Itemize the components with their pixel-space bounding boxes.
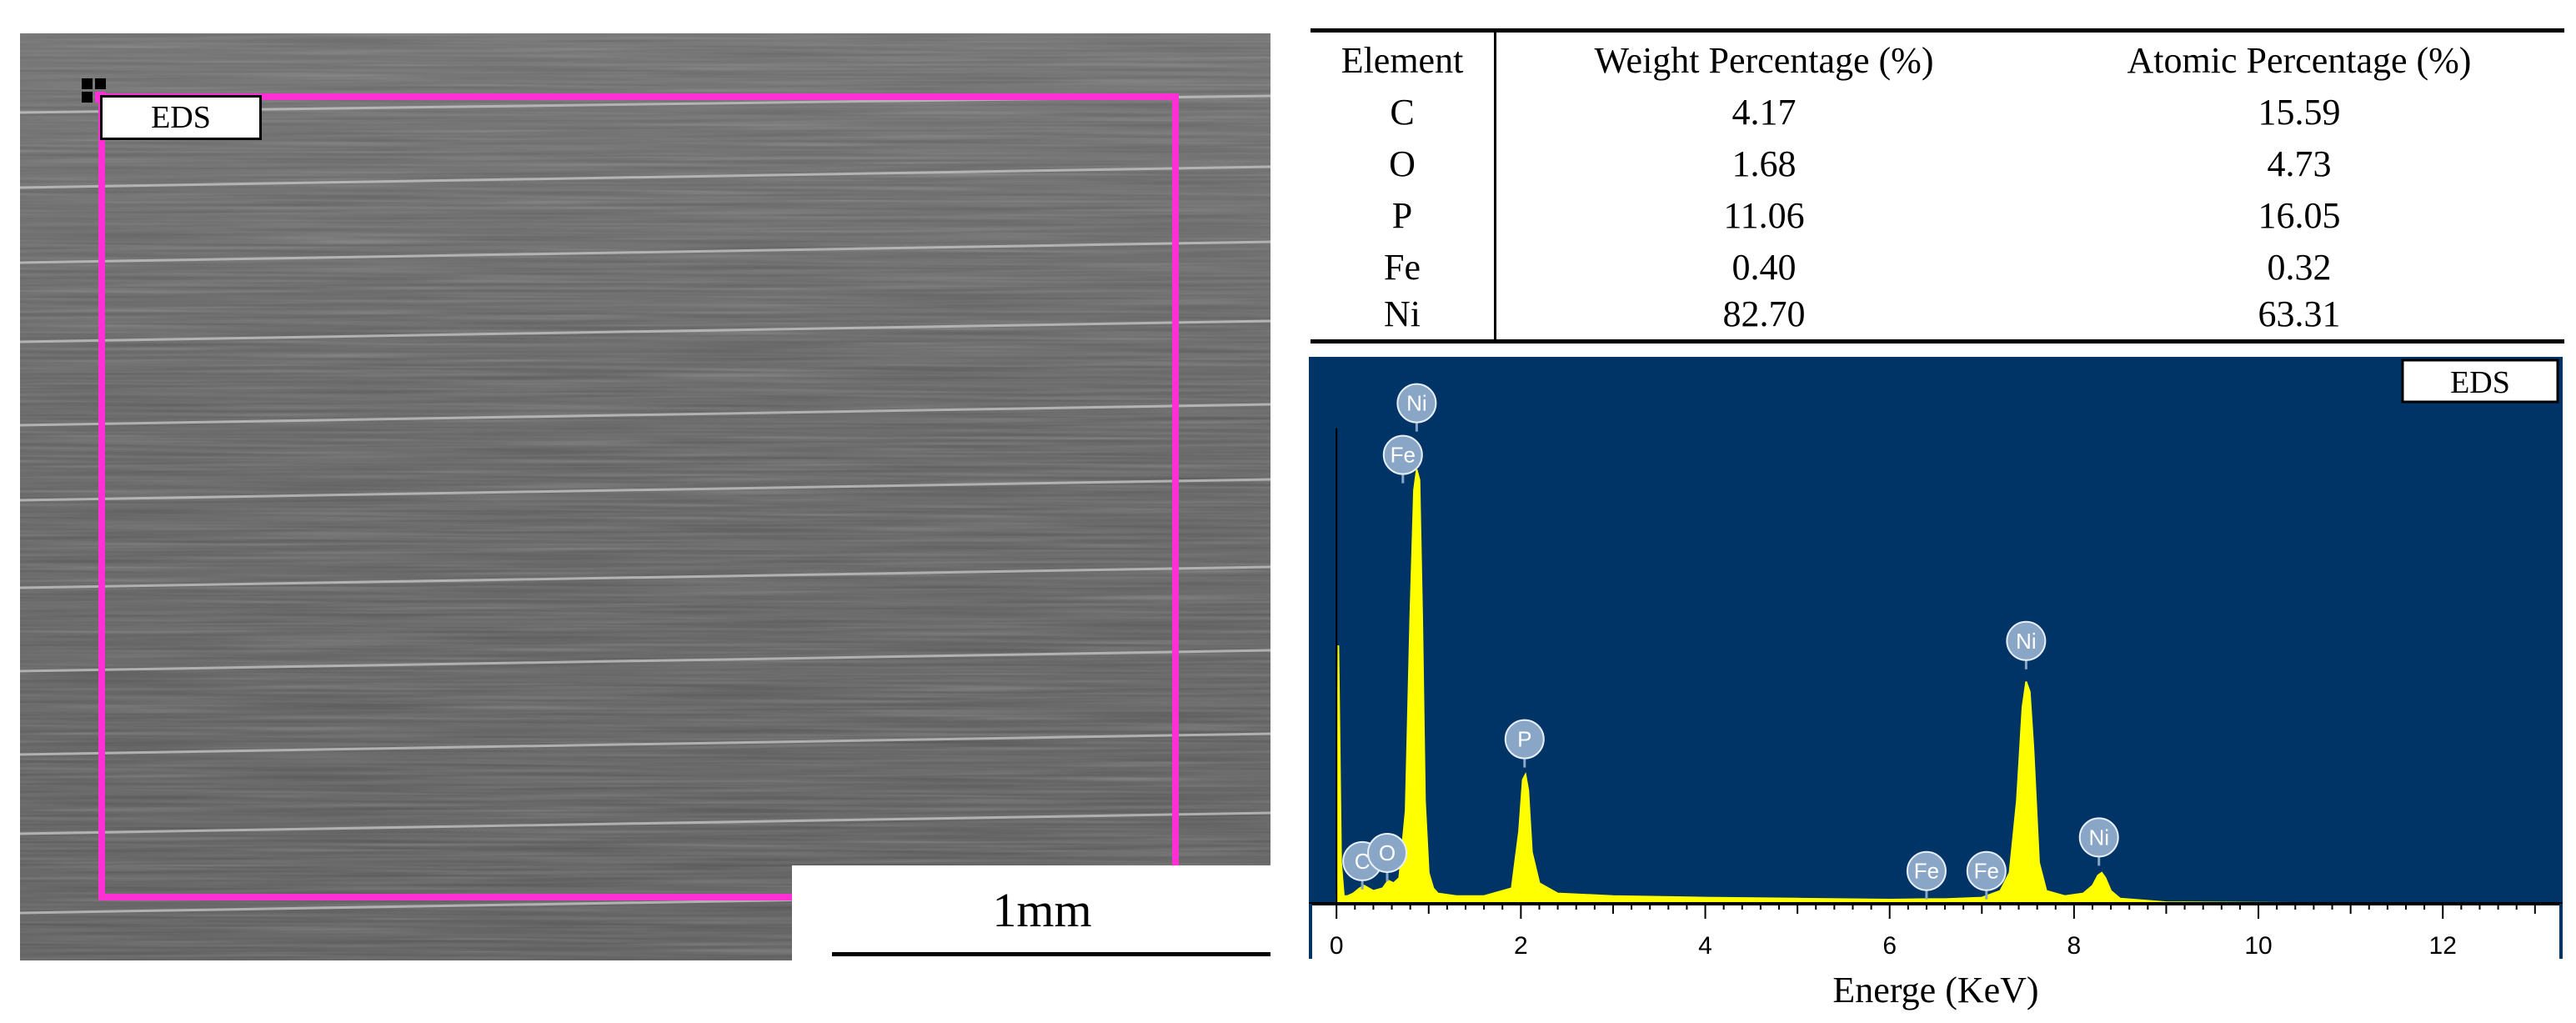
peak-label-badge (1504, 719, 1545, 760)
row-o-weight: 1.68 (1732, 143, 1797, 184)
row-c-atomic: 15.59 (2258, 92, 2341, 133)
spectrum-title-box (2401, 359, 2559, 404)
row-o-element: O (1389, 143, 1416, 184)
composition-table: Element Weight Percentage (%) Atomic Per… (1311, 28, 2564, 344)
row-c-element: C (1390, 92, 1415, 133)
peak-label-text: Fe (1914, 859, 1939, 884)
x-tick-label: 2 (1514, 932, 1528, 960)
row-ni-element: Ni (1384, 293, 1421, 334)
row-fe-weight: 0.40 (1732, 247, 1797, 288)
eds-region-outline (98, 93, 1179, 900)
row-p-atomic: 16.05 (2258, 195, 2341, 236)
peak-label-badge (2006, 620, 2047, 661)
row-p-weight: 11.06 (1723, 195, 1805, 236)
row-fe-atomic: 0.32 (2267, 247, 2332, 288)
peak-label-text: Fe (1391, 443, 1416, 468)
peak-label-badge (2078, 817, 2119, 858)
sem-surface-texture (20, 33, 1270, 960)
spectrum-series-line (1309, 469, 2563, 905)
peak-label-badge (1367, 833, 1407, 873)
x-tick-label: 6 (1882, 932, 1897, 960)
scale-bar-line (832, 952, 1270, 956)
axis-area (1309, 904, 2563, 1015)
peak-label-text: C (1355, 849, 1371, 874)
plot-background (1309, 357, 2563, 914)
peak-label-text: P (1517, 727, 1531, 752)
eds-region-label: EDS (100, 95, 262, 140)
peak-label-badge (1396, 383, 1437, 424)
scale-bar-panel: 1mm (792, 865, 1270, 960)
row-ni-weight: 82.70 (1722, 293, 1806, 334)
peak-label-badge (1966, 850, 2007, 891)
table-bottom-rule (1311, 339, 2564, 344)
peak-label-text: O (1379, 840, 1396, 865)
sem-micrograph: EDS 1mm (20, 33, 1270, 960)
x-tick-label: 10 (2244, 932, 2272, 960)
row-o-atomic: 4.73 (2267, 143, 2332, 184)
row-ni-atomic: 63.31 (2258, 293, 2341, 334)
table-column-divider (1494, 28, 1496, 344)
row-p-element: P (1391, 195, 1413, 236)
x-tick-label: 0 (1330, 932, 1344, 960)
x-tick-label: 12 (2429, 932, 2457, 960)
x-axis-label: Energe (KeV) (1832, 970, 2038, 1010)
header-atomic-percentage: Atomic Percentage (%) (2127, 40, 2472, 81)
peak-label-text: Ni (2088, 825, 2109, 850)
peak-label-badge (1382, 434, 1423, 475)
eds-spectrum-chart: C O Ni Fe P Fe Fe Ni Ni 0 2 4 6 8 10 12 EDS Energe (Ke… (1309, 357, 2563, 1015)
x-tick-label: 8 (2067, 932, 2082, 960)
scale-bar-label: 1mm (992, 883, 1092, 937)
peak-label-text: Ni (1406, 391, 1427, 416)
header-element: Element (1341, 40, 1464, 81)
row-c-weight: 4.17 (1732, 92, 1797, 133)
peak-label-text: Fe (1974, 859, 1999, 884)
peak-label-badge (1906, 850, 1947, 891)
spectrum-title: EDS (2450, 365, 2510, 400)
row-fe-element: Fe (1384, 247, 1421, 288)
table-top-rule (1311, 28, 2564, 33)
peak-label-text: Ni (2016, 629, 2037, 654)
header-weight-percentage: Weight Percentage (%) (1594, 40, 1934, 81)
x-tick-label: 4 (1698, 932, 1712, 960)
